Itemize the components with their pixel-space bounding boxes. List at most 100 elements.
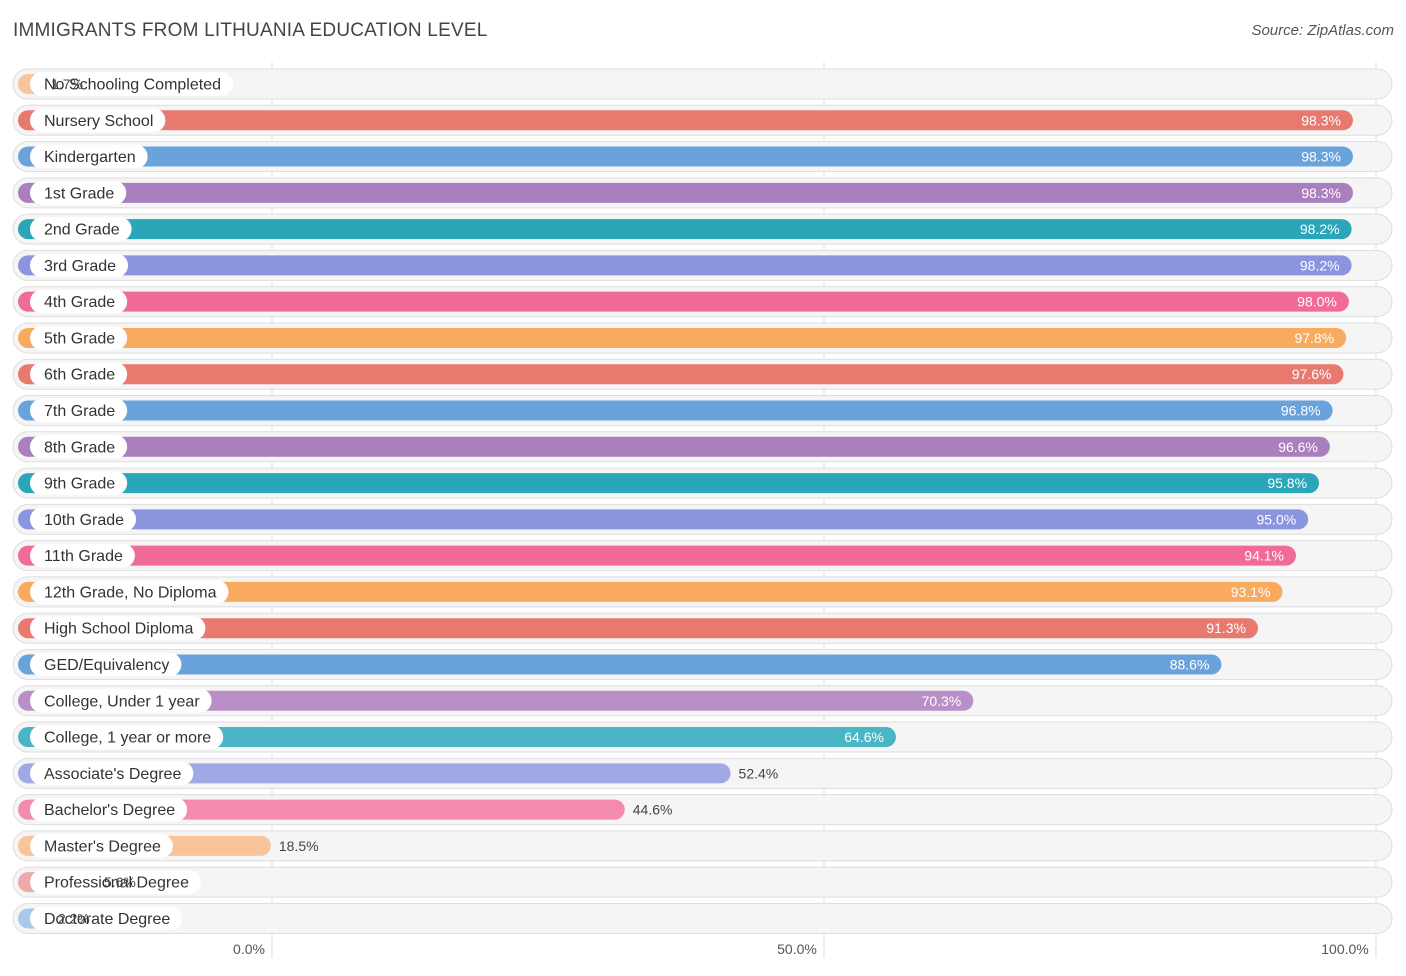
value-label: 98.2% — [1300, 257, 1340, 273]
category-label-pill — [30, 725, 224, 750]
bar-row: High School Diploma 91.3% — [12, 612, 1393, 644]
bar-row: 5th Grade 97.8% — [12, 322, 1393, 354]
bar-row: 1st Grade 98.3% — [12, 177, 1393, 209]
category-label: Kindergarten — [44, 149, 136, 166]
bar — [18, 545, 1296, 566]
value-label: 91.3% — [1206, 620, 1246, 636]
category-label-pill — [30, 688, 212, 713]
category-label-pill — [30, 434, 128, 459]
bar-row: 2nd Grade 98.2% — [12, 213, 1393, 245]
category-label-pill — [30, 507, 137, 532]
value-label: 52.4% — [739, 765, 779, 781]
category-label-pill — [30, 652, 182, 677]
category-label: Associate's Degree — [44, 766, 181, 783]
category-label: 12th Grade, No Diploma — [44, 584, 217, 601]
bar-row: GED/Equivalency 88.6% — [12, 648, 1393, 680]
category-label-pill — [30, 144, 148, 169]
bar-row: Kindergarten 98.3% — [12, 141, 1393, 173]
bar — [18, 327, 1347, 348]
category-label-pill — [30, 325, 128, 350]
category-label-pill — [30, 761, 194, 786]
bar — [18, 219, 1352, 240]
x-tick-label: 50.0% — [777, 941, 817, 957]
category-label-pill — [30, 833, 173, 858]
x-tick-label: 0.0% — [233, 941, 265, 957]
category-label: 2nd Grade — [44, 222, 120, 239]
category-label: 5th Grade — [44, 330, 115, 347]
bar — [18, 763, 731, 784]
value-label: 97.8% — [1294, 330, 1334, 346]
category-label-pill — [30, 253, 129, 278]
value-label: 1.7% — [51, 76, 83, 92]
category-label-pill — [30, 72, 233, 96]
bar — [18, 110, 1353, 131]
bar — [18, 581, 1283, 602]
category-label-pill — [30, 398, 128, 423]
value-label: 96.8% — [1281, 403, 1321, 419]
category-label-pill — [30, 471, 128, 496]
category-label-pill — [30, 870, 201, 895]
value-label: 97.6% — [1292, 366, 1332, 382]
row-track — [12, 830, 1393, 862]
category-label-pill — [30, 180, 127, 205]
category-label: 7th Grade — [44, 403, 115, 420]
bar-row: 12th Grade, No Diploma 93.1% — [12, 576, 1393, 608]
bar-row: 6th Grade 97.6% — [12, 358, 1393, 390]
category-label: Nursery School — [44, 113, 153, 130]
bar-row: College, 1 year or more 64.6% — [12, 721, 1393, 753]
row-track — [12, 902, 1393, 934]
category-label: Master's Degree — [44, 838, 161, 855]
category-label: 9th Grade — [44, 476, 115, 493]
category-label: College, Under 1 year — [44, 693, 200, 710]
category-label-pill — [30, 579, 229, 604]
value-label: 98.3% — [1301, 185, 1341, 201]
value-label: 44.6% — [633, 802, 673, 818]
category-label-pill — [30, 616, 206, 641]
chart-title: IMMIGRANTS FROM LITHUANIA EDUCATION LEVE… — [13, 20, 488, 41]
bar-row: 8th Grade 96.6% — [12, 431, 1393, 463]
bar — [18, 291, 1349, 312]
x-tick-label: 100.0% — [1321, 941, 1368, 957]
bar — [18, 182, 1353, 203]
category-label: 10th Grade — [44, 512, 124, 529]
value-label: 98.0% — [1297, 294, 1337, 310]
category-label: High School Diploma — [44, 621, 194, 638]
category-label-pill — [30, 906, 183, 931]
bar — [18, 473, 1320, 494]
bar-row: 4th Grade 98.0% — [12, 286, 1393, 318]
bar-row: 3rd Grade 98.2% — [12, 249, 1393, 281]
value-label: 95.0% — [1256, 511, 1296, 527]
value-label: 18.5% — [279, 838, 319, 854]
value-label: 93.1% — [1231, 584, 1271, 600]
value-label: 5.6% — [104, 874, 136, 890]
value-label: 98.3% — [1301, 149, 1341, 165]
bar-row: 10th Grade 95.0% — [12, 503, 1393, 535]
value-label: 64.6% — [844, 729, 884, 745]
bar-row: College, Under 1 year 70.3% — [12, 685, 1393, 717]
bar-row: Master's Degree 18.5% — [12, 830, 1393, 862]
category-label-pill — [30, 217, 132, 242]
category-label-pill — [30, 108, 166, 133]
bar — [18, 400, 1333, 421]
bar — [18, 690, 974, 711]
bar-row: 9th Grade 95.8% — [12, 467, 1393, 499]
category-label-pill — [30, 289, 128, 314]
category-label: 1st Grade — [44, 185, 114, 202]
bar — [18, 436, 1330, 457]
value-label: 88.6% — [1170, 656, 1210, 672]
value-label: 94.1% — [1244, 548, 1284, 564]
category-label: Doctorate Degree — [44, 911, 170, 928]
category-label: Bachelor's Degree — [44, 802, 175, 819]
value-label: 95.8% — [1267, 475, 1307, 491]
row-track — [12, 866, 1393, 898]
bar — [18, 146, 1353, 167]
value-label: 96.6% — [1278, 439, 1318, 455]
bar-row: Nursery School 98.3% — [12, 104, 1393, 136]
value-label: 2.2% — [58, 910, 90, 926]
bar-row: Associate's Degree 52.4% — [12, 757, 1393, 789]
category-label-pill — [30, 543, 135, 568]
